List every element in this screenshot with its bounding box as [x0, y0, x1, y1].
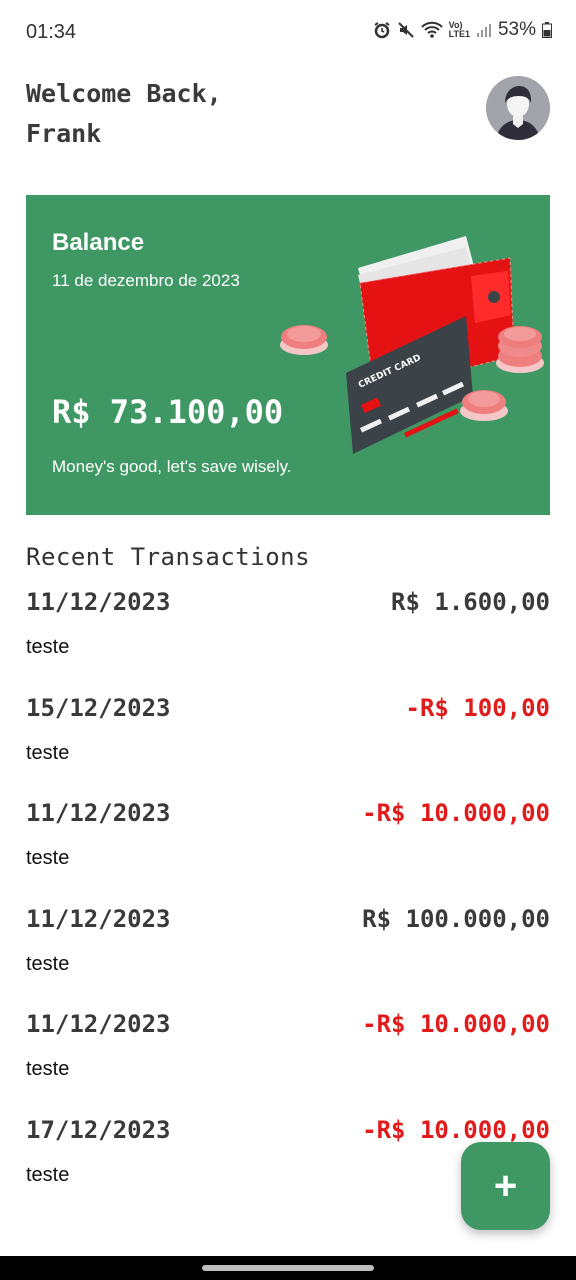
- balance-date: 11 de dezembro de 2023: [52, 271, 240, 290]
- user-name: Frank: [26, 119, 102, 148]
- transaction-amount: -R$ 100,00: [405, 693, 551, 722]
- welcome-heading: Welcome Back, Frank: [26, 74, 326, 154]
- wifi-icon: [420, 21, 443, 39]
- transaction-list: 11/12/2023 R$ 1.600,00 teste 15/12/2023 …: [26, 588, 550, 1222]
- transaction-amount: -R$ 10.000,00: [362, 799, 550, 828]
- transaction-row[interactable]: 11/12/2023 -R$ 10.000,00 teste: [26, 799, 550, 905]
- balance-amount: R$ 73.100,00: [52, 393, 284, 431]
- coin-stack-right-icon: [496, 326, 544, 373]
- transaction-row[interactable]: 17/12/2023 -R$ 10.000,00 teste: [26, 1116, 550, 1222]
- coin-single-icon: [460, 390, 508, 421]
- status-time: 01:34: [26, 21, 77, 43]
- avatar[interactable]: [486, 76, 550, 140]
- battery-icon: [542, 22, 552, 38]
- add-transaction-button[interactable]: +: [461, 1142, 550, 1230]
- volte-label: Vo): [448, 20, 463, 30]
- transaction-description: teste: [26, 741, 70, 764]
- transaction-description: teste: [26, 1163, 70, 1186]
- transaction-row[interactable]: 15/12/2023 -R$ 100,00 teste: [26, 694, 550, 800]
- user-avatar-icon: [486, 76, 550, 140]
- transaction-description: teste: [26, 636, 70, 658]
- transaction-row[interactable]: 11/12/2023 R$ 100.000,00 teste: [26, 905, 550, 1011]
- plus-icon: +: [493, 1163, 518, 1208]
- battery-label: 53%: [497, 19, 536, 40]
- mute-icon: [397, 21, 415, 39]
- status-bar: 01:34 Vo) LTE1 53%: [0, 0, 576, 66]
- recent-transactions-title: Recent Transactions: [26, 543, 311, 571]
- transaction-date: 11/12/2023: [26, 1010, 171, 1039]
- transaction-amount: -R$ 10.000,00: [362, 1115, 550, 1144]
- transaction-amount: R$ 1.600,00: [391, 588, 550, 616]
- home-handle[interactable]: [202, 1265, 374, 1271]
- system-nav-bar: [0, 1256, 576, 1280]
- signal-icon: [476, 22, 492, 38]
- transaction-date: 15/12/2023: [26, 693, 171, 722]
- balance-card: Balance 11 de dezembro de 2023 CREDIT CA…: [26, 195, 550, 515]
- balance-message: Money's good, let's save wisely.: [52, 457, 292, 476]
- status-icons: Vo) LTE1 53%: [373, 19, 552, 41]
- transaction-date: 11/12/2023: [26, 799, 171, 828]
- transaction-date: 17/12/2023: [26, 1115, 171, 1144]
- transaction-description: teste: [26, 847, 70, 870]
- transaction-date: 11/12/2023: [26, 588, 171, 616]
- wallet-illustration: CREDIT CARD: [280, 236, 544, 454]
- network-label: LTE1: [448, 29, 470, 39]
- transaction-date: 11/12/2023: [26, 904, 171, 933]
- transaction-amount: R$ 100.000,00: [362, 904, 550, 933]
- balance-title: Balance: [52, 229, 145, 256]
- transaction-amount: -R$ 10.000,00: [362, 1010, 550, 1039]
- transaction-description: teste: [26, 1058, 70, 1081]
- welcome-line: Welcome Back,: [26, 79, 222, 108]
- transaction-row[interactable]: 11/12/2023 -R$ 10.000,00 teste: [26, 1010, 550, 1116]
- transaction-row[interactable]: 11/12/2023 R$ 1.600,00 teste: [26, 588, 550, 694]
- coin-stack-left-icon: [280, 325, 328, 355]
- alarm-icon: [373, 21, 391, 39]
- transaction-description: teste: [26, 952, 70, 975]
- lte-icon: Vo) LTE1: [449, 21, 470, 39]
